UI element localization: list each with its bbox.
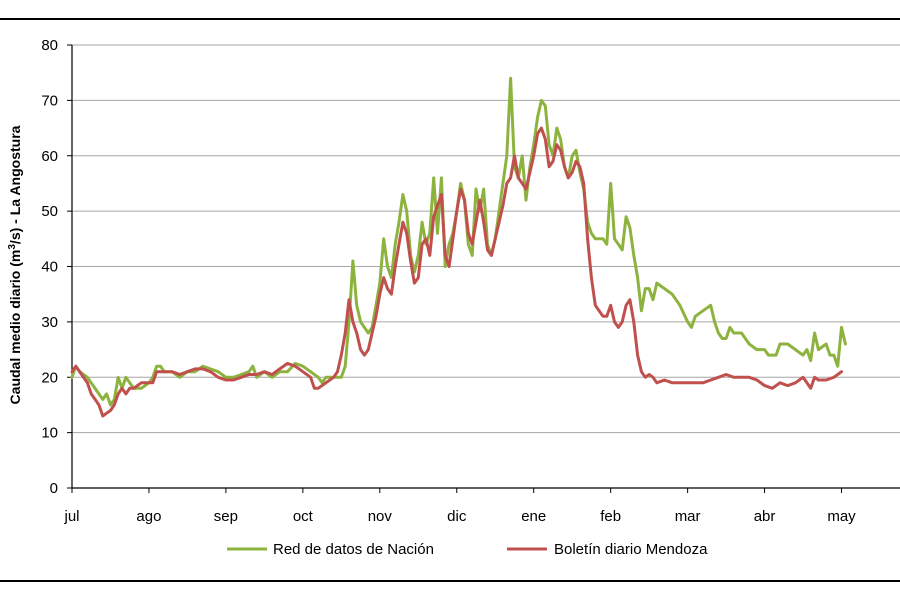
axes: 0 10 20 30 40 50 60 70 80 jul ago sep oct nov dic ene fe… [41, 37, 900, 525]
series-lines [70, 76, 847, 418]
x-tick-label-mar: mar [675, 508, 701, 525]
y-tick-label: 40 [41, 259, 58, 276]
x-tick-label-ene: ene [521, 508, 546, 525]
legend-label: Red de datos de Nación [273, 541, 434, 558]
y-tick-label: 50 [41, 203, 58, 220]
x-tick-label-ago: ago [136, 508, 161, 525]
series-line-boletin-diario [70, 126, 843, 418]
legend-label: Boletín diario Mendoza [554, 541, 708, 558]
x-tick-label-jul: jul [63, 508, 79, 525]
x-tick-label-abr: abr [754, 508, 776, 525]
legend: Red de datos de Nación Boletín diario Men… [227, 541, 708, 558]
x-tick-label-may: may [827, 508, 856, 525]
bottom-border-line [0, 580, 900, 582]
y-tick-label: 0 [50, 480, 58, 497]
x-tick-label-feb: feb [600, 508, 621, 525]
x-tick-label-oct: oct [293, 508, 314, 525]
y-tick-label: 60 [41, 148, 58, 165]
x-tick-label-dic: dic [447, 508, 467, 525]
y-tick-label: 10 [41, 425, 58, 442]
y-axis-label: Caudal medio diario (m3/s) - La Angostur… [7, 125, 24, 404]
y-tick-label: 70 [41, 92, 58, 109]
top-border-line [0, 18, 900, 20]
x-tick-label-nov: nov [368, 508, 393, 525]
series-line-red-de-datos [70, 76, 847, 407]
x-tick-label-sep: sep [214, 508, 238, 525]
y-tick-label: 20 [41, 369, 58, 386]
y-tick-label: 80 [41, 37, 58, 54]
y-tick-label: 30 [41, 314, 58, 331]
